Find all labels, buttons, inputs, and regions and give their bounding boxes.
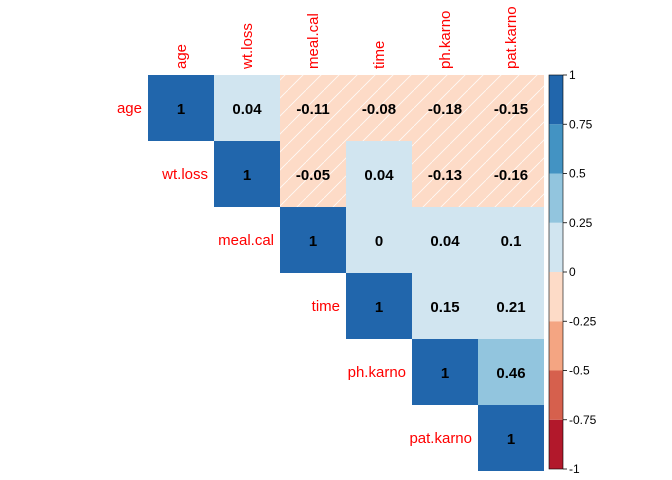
cell-value: 0.04 — [232, 101, 262, 118]
legend-tick-label: -0.5 — [569, 364, 590, 378]
row-label: ph.karno — [348, 364, 406, 381]
legend-tick-label: 0 — [569, 265, 576, 279]
column-label: wt.loss — [239, 23, 256, 70]
matrix-cell — [412, 207, 478, 273]
cell-value: -0.13 — [428, 167, 462, 184]
matrix-cell-hatch — [412, 75, 478, 141]
legend-tick-label: -1 — [569, 462, 580, 476]
cell-value: -0.15 — [494, 101, 528, 118]
cell-value: 0.04 — [430, 233, 460, 250]
cell-value: 1 — [441, 365, 449, 382]
legend-bin — [549, 124, 563, 174]
cell-value: 0 — [375, 233, 383, 250]
matrix-cell — [478, 207, 544, 273]
column-label: meal.cal — [305, 13, 322, 69]
column-label: pat.karno — [503, 6, 520, 69]
cell-value: 0.04 — [364, 167, 394, 184]
cell-value: 0.15 — [430, 299, 459, 316]
matrix-cell — [346, 207, 412, 273]
matrix-cell-hatch — [280, 75, 346, 141]
matrix-cell-hatch — [478, 75, 544, 141]
cell-value: -0.11 — [296, 101, 329, 118]
cell-value: 0.21 — [496, 299, 525, 316]
row-label: wt.loss — [161, 166, 208, 183]
legend-tick-label: 1 — [569, 68, 576, 82]
legend-tick-label: -0.25 — [569, 314, 597, 328]
matrix-cell — [346, 273, 412, 339]
legend-tick-label: 0.25 — [569, 216, 593, 230]
row-label: time — [312, 298, 340, 315]
cell-value: 1 — [507, 431, 515, 448]
legend-bin — [549, 173, 563, 223]
column-label: time — [371, 41, 388, 69]
legend-tick-label: 0.5 — [569, 167, 586, 181]
legend-tick-label: -0.75 — [569, 413, 597, 427]
cell-value: 1 — [177, 101, 185, 118]
cell-value: -0.05 — [296, 167, 330, 184]
row-labels: age wt.loss meal.cal time ph.karno pat.karno — [117, 100, 472, 447]
matrix-cell — [346, 141, 412, 207]
legend-tick-label: 0.75 — [569, 117, 593, 131]
column-label: age — [173, 44, 190, 69]
matrix-cell-hatch — [412, 141, 478, 207]
matrix-cell — [280, 207, 346, 273]
row-label: pat.karno — [409, 430, 472, 447]
cell-value: 1 — [243, 167, 251, 184]
legend-bin — [549, 419, 563, 469]
legend-bin — [549, 272, 563, 322]
color-legend: 1 0.75 0.5 0.25 0 -0.25 -0.5 -0.75 -1 — [548, 68, 597, 476]
matrix-cell-hatch — [478, 141, 544, 207]
column-labels: age wt.loss meal.cal time ph.karno pat.karno — [173, 6, 520, 70]
matrix-cell — [412, 273, 478, 339]
cell-value: -0.18 — [428, 101, 462, 118]
legend-bin — [549, 370, 563, 420]
legend-bin — [549, 75, 563, 125]
cell-value: 1 — [375, 299, 383, 316]
matrix-cell — [412, 339, 478, 405]
matrix-cell — [148, 75, 214, 141]
negative-hatching — [280, 75, 544, 207]
matrix-cell-hatch — [346, 75, 412, 141]
matrix-cell — [478, 273, 544, 339]
legend-bin — [549, 321, 563, 371]
legend-bin — [549, 222, 563, 272]
cell-value: -0.08 — [362, 101, 396, 118]
matrix-cell-hatch — [280, 141, 346, 207]
column-label: ph.karno — [437, 11, 454, 69]
matrix-cell — [214, 75, 280, 141]
matrix-cell — [214, 141, 280, 207]
matrix-cell — [478, 339, 544, 405]
cell-value: 1 — [309, 233, 317, 250]
row-label: meal.cal — [218, 232, 274, 249]
matrix-cell — [478, 405, 544, 471]
cell-value: 0.1 — [501, 233, 522, 250]
cell-value: 0.46 — [496, 365, 525, 382]
cell-values: 1 0.04 -0.11 -0.08 -0.18 -0.15 1 -0.05 0.04 -0.13… — [177, 101, 528, 448]
row-label: age — [117, 100, 142, 117]
cell-value: -0.16 — [494, 167, 528, 184]
